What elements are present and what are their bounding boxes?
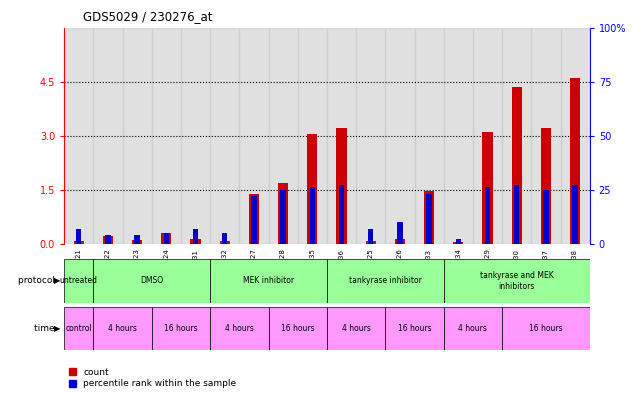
Bar bbox=[307, 134, 317, 244]
Bar bbox=[103, 236, 113, 244]
Bar bbox=[269, 28, 297, 244]
Bar bbox=[269, 307, 327, 350]
Bar bbox=[94, 28, 122, 244]
Bar bbox=[327, 28, 356, 244]
Bar bbox=[327, 259, 444, 303]
Bar bbox=[426, 194, 432, 244]
Bar bbox=[356, 28, 385, 244]
Bar bbox=[541, 129, 551, 244]
Bar bbox=[210, 28, 239, 244]
Bar bbox=[339, 185, 344, 244]
Bar bbox=[385, 28, 415, 244]
Text: GDS5029 / 230276_at: GDS5029 / 230276_at bbox=[83, 10, 213, 23]
Bar bbox=[424, 191, 434, 244]
Bar bbox=[64, 307, 94, 350]
Bar bbox=[163, 233, 169, 244]
Bar bbox=[239, 28, 269, 244]
Text: 16 hours: 16 hours bbox=[281, 324, 315, 332]
Text: control: control bbox=[65, 324, 92, 332]
Bar bbox=[64, 259, 94, 303]
Bar bbox=[385, 307, 444, 350]
Bar bbox=[210, 259, 327, 303]
Bar bbox=[514, 185, 519, 244]
Text: 16 hours: 16 hours bbox=[164, 324, 197, 332]
Bar bbox=[222, 233, 228, 244]
Bar bbox=[281, 189, 286, 244]
Bar bbox=[365, 241, 376, 244]
Bar bbox=[444, 28, 473, 244]
Bar bbox=[190, 239, 201, 244]
Bar bbox=[132, 240, 142, 244]
Bar bbox=[94, 307, 152, 350]
Bar bbox=[327, 307, 385, 350]
Bar bbox=[368, 228, 373, 244]
Bar bbox=[502, 307, 590, 350]
Bar bbox=[74, 241, 84, 244]
Bar bbox=[444, 259, 590, 303]
Bar bbox=[444, 307, 502, 350]
Bar bbox=[220, 241, 230, 244]
Text: DMSO: DMSO bbox=[140, 277, 163, 285]
Bar bbox=[135, 235, 140, 244]
Text: time: time bbox=[34, 324, 58, 332]
Bar bbox=[485, 187, 490, 244]
Bar bbox=[161, 233, 171, 244]
Bar bbox=[193, 228, 198, 244]
Bar bbox=[210, 307, 269, 350]
Bar bbox=[64, 28, 94, 244]
Bar bbox=[76, 228, 81, 244]
Text: 4 hours: 4 hours bbox=[108, 324, 137, 332]
Bar bbox=[152, 28, 181, 244]
Bar bbox=[94, 259, 210, 303]
Bar bbox=[122, 28, 152, 244]
Text: 4 hours: 4 hours bbox=[342, 324, 370, 332]
Bar bbox=[310, 187, 315, 244]
Bar bbox=[570, 78, 580, 244]
Text: ▶: ▶ bbox=[54, 277, 61, 285]
Bar bbox=[395, 239, 405, 244]
Bar bbox=[278, 183, 288, 244]
Bar bbox=[512, 87, 522, 244]
Bar bbox=[483, 132, 493, 244]
Bar bbox=[251, 196, 256, 244]
Bar bbox=[181, 28, 210, 244]
Bar bbox=[502, 28, 531, 244]
Text: 4 hours: 4 hours bbox=[458, 324, 487, 332]
Text: 16 hours: 16 hours bbox=[529, 324, 563, 332]
Text: ▶: ▶ bbox=[54, 324, 61, 332]
Text: protocol: protocol bbox=[18, 277, 58, 285]
Bar bbox=[560, 28, 590, 244]
Bar bbox=[531, 28, 560, 244]
Text: 4 hours: 4 hours bbox=[225, 324, 254, 332]
Text: tankyrase inhibitor: tankyrase inhibitor bbox=[349, 277, 422, 285]
Bar bbox=[453, 242, 463, 244]
Bar bbox=[473, 28, 502, 244]
Bar bbox=[337, 129, 347, 244]
Bar bbox=[152, 307, 210, 350]
Bar bbox=[572, 185, 578, 244]
Text: untreated: untreated bbox=[60, 277, 97, 285]
Bar bbox=[397, 222, 403, 244]
Bar bbox=[415, 28, 444, 244]
Bar bbox=[456, 239, 461, 244]
Bar bbox=[249, 194, 259, 244]
Text: tankyrase and MEK
inhibitors: tankyrase and MEK inhibitors bbox=[480, 271, 554, 291]
Text: MEK inhibitor: MEK inhibitor bbox=[243, 277, 294, 285]
Bar bbox=[297, 28, 327, 244]
Bar bbox=[105, 235, 110, 244]
Bar bbox=[544, 189, 549, 244]
Legend: count, percentile rank within the sample: count, percentile rank within the sample bbox=[69, 368, 236, 389]
Text: 16 hours: 16 hours bbox=[397, 324, 431, 332]
